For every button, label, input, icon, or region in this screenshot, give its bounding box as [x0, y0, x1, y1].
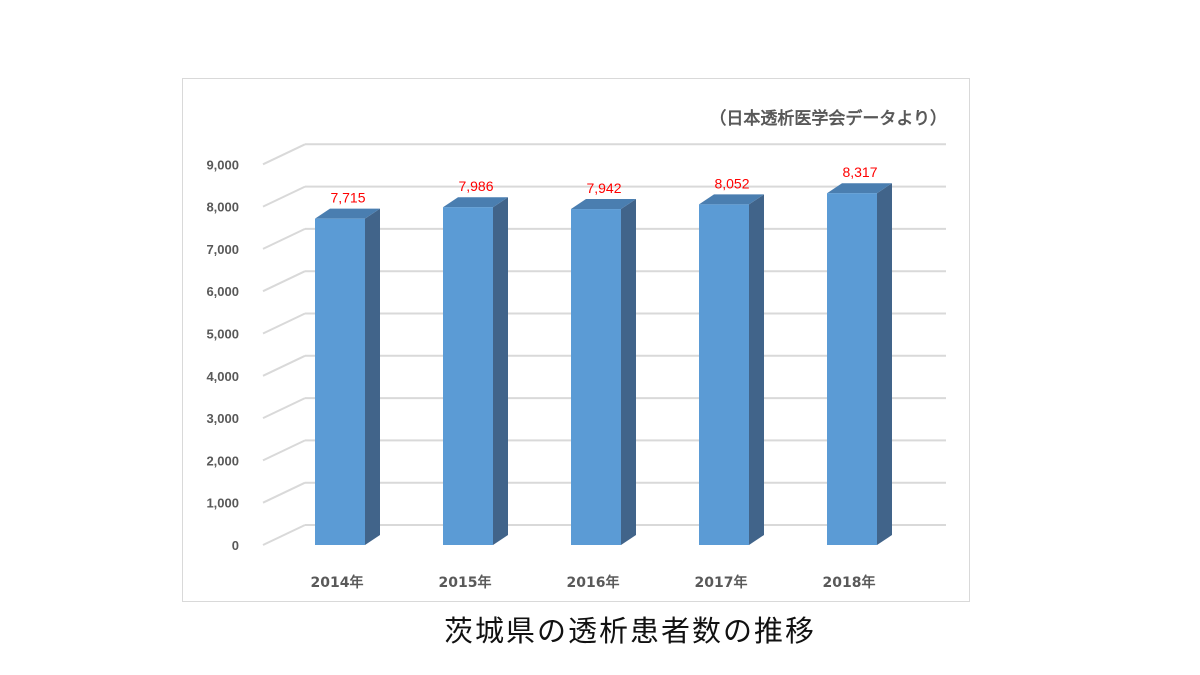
y-tick-label: 3,000: [206, 411, 239, 426]
y-tick-label: 2,000: [206, 453, 239, 468]
x-tick-label: 2016年: [567, 574, 620, 591]
chart-caption: 茨城県の透析患者数の推移: [443, 614, 816, 648]
y-tick-label: 4,000: [206, 369, 239, 384]
source-note: （日本透析医学会データより）: [709, 108, 947, 129]
y-tick-label: 9,000: [206, 157, 239, 172]
x-tick-label: 2014年: [311, 574, 364, 591]
y-tick-label: 5,000: [206, 327, 239, 342]
data-label: 7,986: [458, 178, 493, 194]
x-tick-label: 2017年: [695, 574, 748, 591]
bar-chart: 0 1,000 2,000 3,000 4,000 5,000 6,000 7,000 8,00…: [206, 108, 947, 591]
data-label: 7,942: [586, 180, 621, 196]
data-label: 8,317: [842, 164, 877, 180]
bar: [827, 183, 892, 545]
gridline: [262, 143, 946, 166]
x-axis-tick-labels: 2014年 2015年 2016年 2017年 2018年: [311, 574, 876, 591]
x-tick-label: 2015年: [439, 574, 492, 591]
y-tick-label: 8,000: [206, 200, 239, 215]
chart-frame: 0 1,000 2,000 3,000 4,000 5,000 6,000 7,000 8,00…: [182, 78, 970, 602]
y-tick-label: 1,000: [206, 496, 239, 511]
data-label: 7,715: [330, 190, 365, 206]
bar: [315, 208, 380, 545]
y-tick-label: 6,000: [206, 284, 239, 299]
y-tick-label: 0: [232, 538, 239, 553]
x-tick-label: 2018年: [823, 574, 876, 591]
y-tick-label: 7,000: [206, 242, 239, 257]
bar: [443, 197, 508, 545]
bars: [315, 183, 892, 545]
data-labels: 7,715 7,986 7,942 8,052 8,317: [330, 164, 877, 205]
y-axis-tick-labels: 0 1,000 2,000 3,000 4,000 5,000 6,000 7,000 8,00…: [206, 157, 239, 553]
data-label: 8,052: [714, 175, 749, 191]
bar: [699, 194, 764, 545]
bar: [571, 199, 636, 545]
